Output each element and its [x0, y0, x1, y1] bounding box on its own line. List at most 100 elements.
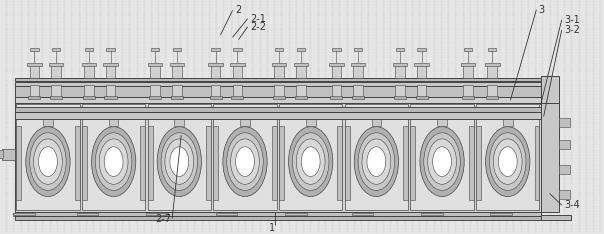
Ellipse shape: [236, 147, 254, 176]
Bar: [394, 96, 406, 99]
Bar: [559, 190, 570, 199]
Bar: [396, 48, 404, 51]
Bar: [476, 126, 481, 200]
Bar: [84, 85, 94, 97]
Bar: [274, 64, 284, 78]
Bar: [423, 218, 440, 220]
Bar: [206, 126, 211, 200]
Ellipse shape: [26, 127, 70, 197]
Bar: [353, 85, 363, 97]
Bar: [338, 126, 342, 200]
Bar: [274, 85, 284, 97]
Bar: [147, 104, 211, 210]
Bar: [49, 63, 63, 66]
Bar: [272, 126, 277, 200]
Text: 3-2: 3-2: [564, 25, 580, 35]
Bar: [559, 165, 570, 174]
Bar: [437, 117, 447, 126]
Ellipse shape: [367, 147, 386, 176]
Bar: [464, 48, 472, 51]
Bar: [147, 126, 152, 200]
Bar: [175, 117, 184, 126]
Bar: [288, 218, 304, 220]
Bar: [210, 96, 222, 99]
Ellipse shape: [301, 147, 320, 176]
Bar: [295, 96, 307, 99]
Bar: [332, 48, 341, 51]
Bar: [15, 102, 541, 212]
Bar: [395, 64, 405, 78]
Bar: [82, 104, 145, 210]
Bar: [140, 126, 145, 200]
Bar: [292, 212, 300, 218]
Bar: [273, 96, 285, 99]
Ellipse shape: [489, 133, 526, 190]
Bar: [395, 85, 405, 97]
Bar: [417, 85, 426, 97]
Ellipse shape: [231, 139, 259, 184]
Ellipse shape: [170, 147, 188, 176]
Bar: [15, 82, 541, 86]
Bar: [352, 213, 373, 216]
Bar: [503, 117, 513, 126]
Bar: [421, 213, 443, 216]
Bar: [538, 216, 571, 220]
Bar: [149, 218, 165, 220]
Bar: [230, 63, 245, 66]
Text: 3-1: 3-1: [564, 15, 580, 25]
Bar: [21, 212, 28, 218]
Bar: [106, 85, 115, 97]
Bar: [50, 96, 62, 99]
Bar: [332, 85, 341, 97]
Bar: [171, 96, 183, 99]
Bar: [330, 96, 342, 99]
Bar: [83, 96, 95, 99]
Bar: [541, 102, 559, 212]
Bar: [490, 213, 512, 216]
Bar: [559, 118, 570, 127]
Bar: [329, 63, 344, 66]
Bar: [535, 126, 539, 200]
Bar: [462, 96, 474, 99]
Bar: [416, 96, 428, 99]
Bar: [216, 213, 237, 216]
Ellipse shape: [420, 127, 464, 197]
Bar: [352, 96, 364, 99]
Bar: [231, 96, 243, 99]
Bar: [15, 107, 541, 112]
Bar: [30, 48, 39, 51]
Text: 2-2: 2-2: [250, 22, 266, 32]
Bar: [28, 96, 40, 99]
Bar: [296, 64, 306, 78]
Bar: [306, 117, 315, 126]
Bar: [208, 63, 223, 66]
Bar: [428, 212, 435, 218]
Bar: [148, 63, 162, 66]
Bar: [104, 96, 117, 99]
Ellipse shape: [104, 147, 123, 176]
Bar: [146, 213, 168, 216]
Ellipse shape: [34, 139, 62, 184]
Text: 2-7: 2-7: [155, 214, 171, 224]
Bar: [279, 104, 342, 210]
Bar: [463, 64, 473, 78]
Ellipse shape: [358, 133, 394, 190]
Bar: [13, 213, 35, 216]
Bar: [417, 64, 426, 78]
Bar: [30, 64, 39, 78]
Ellipse shape: [362, 139, 391, 184]
Bar: [211, 64, 220, 78]
Ellipse shape: [39, 147, 57, 176]
Bar: [296, 85, 306, 97]
Bar: [559, 140, 570, 149]
Bar: [172, 64, 182, 78]
Bar: [150, 85, 160, 97]
Bar: [2, 149, 15, 160]
Bar: [211, 85, 220, 97]
Bar: [463, 85, 473, 97]
Bar: [354, 218, 371, 220]
Bar: [0, 150, 3, 158]
Ellipse shape: [226, 133, 263, 190]
Bar: [15, 212, 541, 216]
Bar: [354, 48, 362, 51]
